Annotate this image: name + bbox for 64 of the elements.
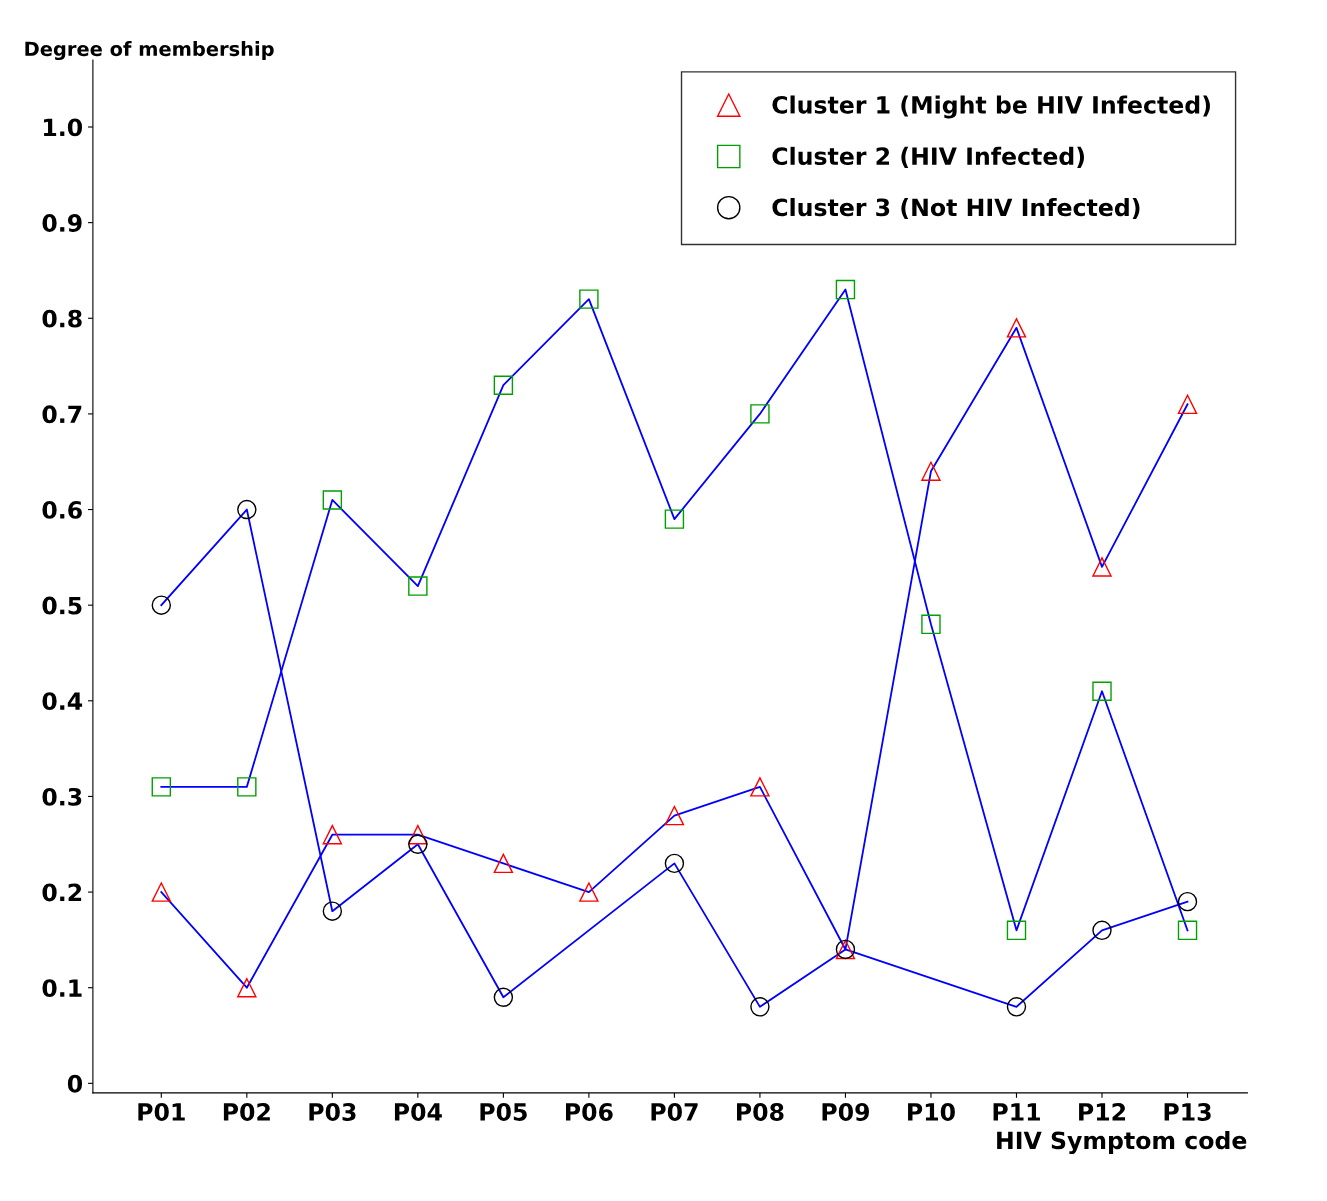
point xyxy=(151,595,172,615)
y-tick-label: 0.4 xyxy=(42,692,83,711)
point xyxy=(1177,920,1198,941)
point xyxy=(921,461,941,482)
point xyxy=(408,834,428,854)
x-tick-label: P01 xyxy=(138,1103,185,1121)
point xyxy=(750,404,770,424)
point xyxy=(664,509,685,529)
point xyxy=(237,777,257,797)
point xyxy=(664,853,685,874)
x-tick-label: P10 xyxy=(908,1103,955,1121)
point xyxy=(151,882,172,902)
point xyxy=(664,805,685,826)
point xyxy=(1177,394,1198,415)
y-tick-label: 1.0 xyxy=(44,118,83,137)
point xyxy=(322,901,343,921)
x-tick-label: P11 xyxy=(993,1103,1040,1121)
point xyxy=(579,882,599,902)
x-tick-label: P04 xyxy=(394,1103,442,1121)
y-tick-label: 0 xyxy=(67,1074,83,1093)
point xyxy=(493,853,514,874)
y-tick-label: 0.9 xyxy=(42,214,82,232)
point xyxy=(579,289,599,309)
point xyxy=(1092,920,1112,941)
point xyxy=(322,824,343,845)
point xyxy=(921,614,941,635)
x-tick-label: P02 xyxy=(223,1103,270,1121)
x-tick-label: P07 xyxy=(651,1103,698,1121)
point xyxy=(1006,920,1027,941)
x-tick-label: P06 xyxy=(565,1103,613,1121)
point xyxy=(1092,557,1112,577)
point xyxy=(750,777,770,797)
x-tick-label: P03 xyxy=(309,1103,356,1121)
y-tick-label: 0.1 xyxy=(42,979,82,998)
x-tick-label: P12 xyxy=(1079,1103,1126,1121)
x-tick-label: P08 xyxy=(737,1103,784,1121)
y-tick-label: 0.3 xyxy=(42,787,82,806)
point xyxy=(1006,318,1027,338)
legend-label: Cluster 3 (Not HIV Infected) xyxy=(772,198,1140,220)
point xyxy=(237,499,257,520)
x-tick-label: P09 xyxy=(822,1103,870,1121)
legend-label: Cluster 1 (Might be HIV Infected) xyxy=(772,95,1210,119)
point xyxy=(237,977,257,998)
point xyxy=(1092,681,1112,701)
y-tick-label: 0.5 xyxy=(42,596,82,615)
y-axis-title: Degree of membership xyxy=(25,41,274,61)
point xyxy=(1177,891,1198,912)
y-tick-label: 0.8 xyxy=(42,309,82,328)
y-tick-label: 0.2 xyxy=(42,883,82,902)
point xyxy=(1006,997,1027,1017)
point xyxy=(750,997,770,1017)
x-axis-title: HIV Symptom code xyxy=(997,1131,1247,1155)
legend-label: Cluster 2 (HIV Infected) xyxy=(772,146,1084,168)
point xyxy=(835,279,856,300)
point xyxy=(151,777,172,797)
point xyxy=(408,824,428,845)
point xyxy=(493,987,514,1007)
x-tick-label: P05 xyxy=(480,1103,527,1121)
point xyxy=(408,576,428,596)
point xyxy=(493,375,514,395)
point xyxy=(322,490,343,510)
x-tick-label: P13 xyxy=(1164,1103,1211,1121)
y-tick-label: 0.7 xyxy=(42,405,82,424)
y-tick-label: 0.6 xyxy=(42,500,82,519)
